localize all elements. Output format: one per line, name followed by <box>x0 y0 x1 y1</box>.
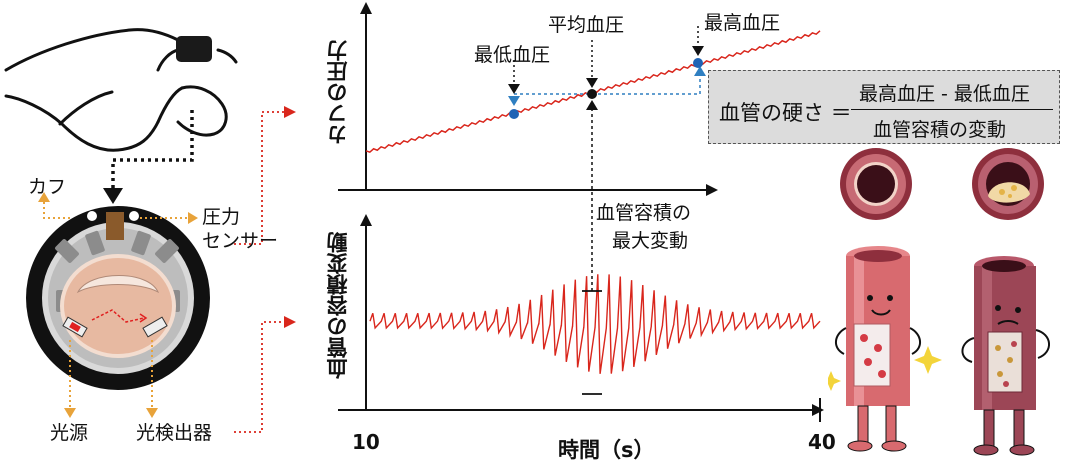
bottom-chart-axes <box>338 222 822 422</box>
pressure-sensor-block <box>106 212 124 240</box>
min-bp-marker <box>509 109 519 119</box>
healthy-vessel-cross-section <box>840 148 912 220</box>
callout-arrows-red <box>234 111 286 433</box>
max-bp-marker <box>693 58 703 68</box>
mean-bp-marker <box>587 89 597 99</box>
y-axis-label-top: カフの圧力 <box>326 40 350 145</box>
clogged-vessel-cross-section <box>972 148 1044 220</box>
vessel-illustrations <box>828 148 1050 456</box>
light-source-label: 光源 <box>50 422 89 444</box>
max-volume-change-label-1: 血管容積の <box>596 202 692 224</box>
formula-denominator: 血管容積の変動 <box>873 119 1007 141</box>
finger-cuff-illustration <box>4 28 296 433</box>
amplitude-bracket <box>582 290 602 395</box>
max-bp-label: 最高血圧 <box>704 12 781 34</box>
healthy-vessel-character <box>828 246 942 452</box>
hand-illustration <box>4 28 238 152</box>
stiffness-formula-box: 血管の硬さ ＝ 最高血圧 - 最低血圧 血管容積の変動 <box>708 70 1060 144</box>
label-pointers <box>513 26 699 86</box>
formula-lhs: 血管の硬さ ＝ <box>719 101 852 125</box>
y-axis-label-bottom: 血管の容積変動 <box>326 232 350 379</box>
chart-area <box>338 2 824 422</box>
photodetector-element <box>142 316 168 338</box>
max-volume-change-label-2: 最大変動 <box>612 230 689 252</box>
x-axis-label: 時間（s） <box>558 438 655 462</box>
finger-cuff-band <box>176 36 212 62</box>
stiff-vessel-character <box>961 256 1050 456</box>
cuff-label: カフ <box>28 176 67 198</box>
connector-arrowhead <box>103 188 123 204</box>
blue-guides <box>514 76 701 95</box>
callout-arrows-orange <box>43 200 190 410</box>
pressure-sensor-label-2: センサー <box>202 230 279 252</box>
cuff-ring <box>26 206 210 390</box>
volume-oscillation-line <box>369 274 821 374</box>
formula-numerator: 最高血圧 - 最低血圧 <box>859 83 1030 105</box>
photodetector-label: 光検出器 <box>136 422 213 444</box>
x-tick-end: 40 <box>808 430 836 454</box>
top-chart-axes <box>338 10 710 191</box>
x-tick-start: 10 <box>352 430 380 454</box>
formula-fraction-line <box>851 109 1053 110</box>
min-bp-label: 最低血圧 <box>474 44 551 66</box>
pressure-sensor-label-1: 圧力 <box>202 206 241 228</box>
mean-bp-label: 平均血圧 <box>548 14 625 36</box>
